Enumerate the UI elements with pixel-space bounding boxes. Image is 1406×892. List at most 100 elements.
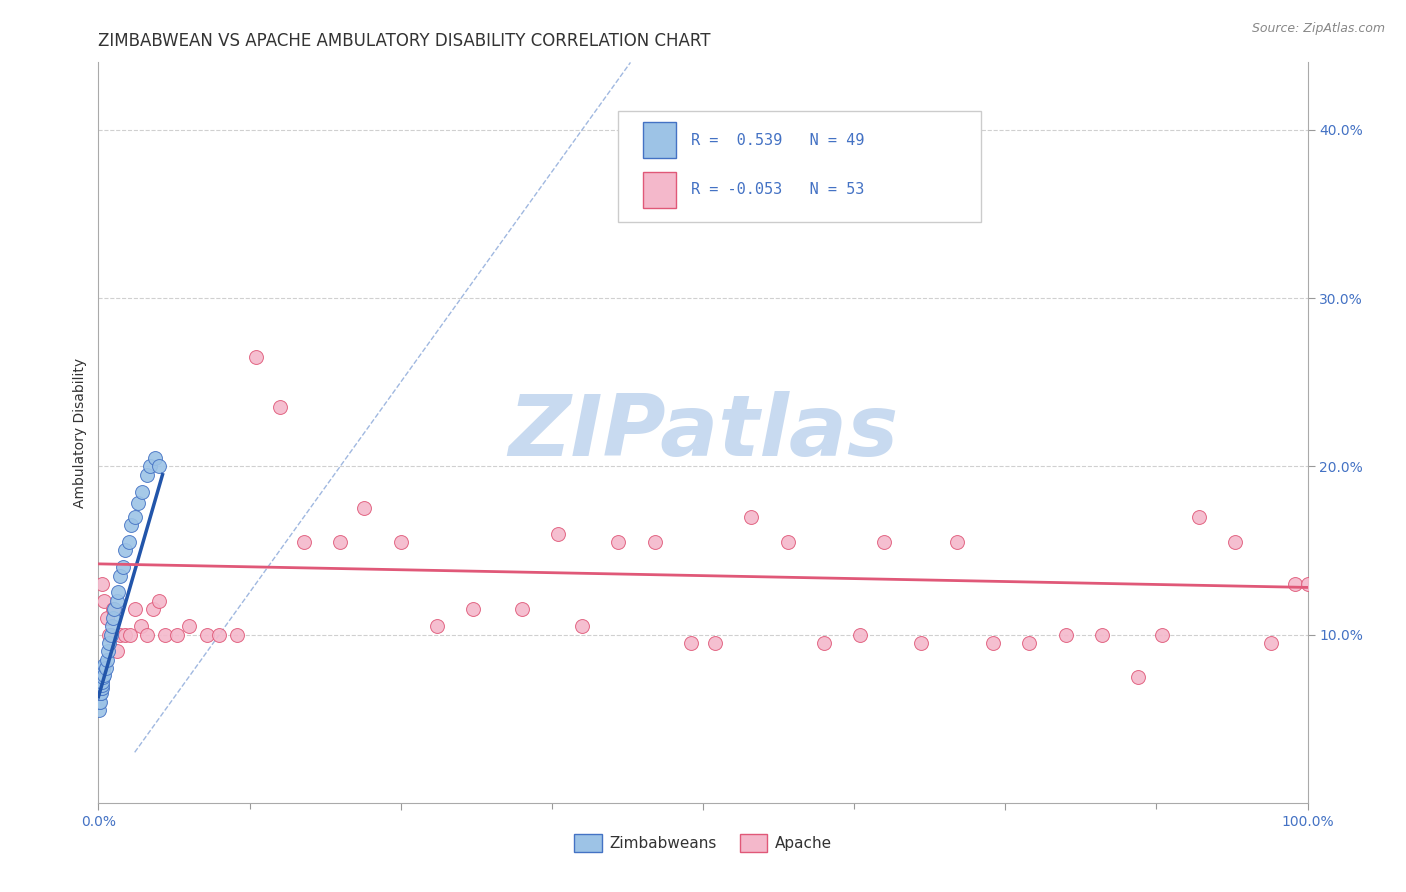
Point [1018, 636, 1040, 650]
Point [1054, 627, 1077, 641]
Text: R = -0.053   N = 53: R = -0.053 N = 53 [690, 182, 865, 197]
Point [1091, 627, 1114, 641]
Point [89, 686, 111, 700]
Point [90, 686, 112, 700]
Point [679, 636, 702, 650]
Point [91, 674, 114, 689]
Point [127, 496, 149, 510]
Point [91, 670, 114, 684]
Point [100, 619, 122, 633]
Point [89, 678, 111, 692]
Point [245, 350, 267, 364]
Y-axis label: Ambulatory Disability: Ambulatory Disability [73, 358, 87, 508]
Point [97, 644, 120, 658]
Text: ZIMBABWEAN VS APACHE AMBULATORY DISABILITY CORRELATION CHART: ZIMBABWEAN VS APACHE AMBULATORY DISABILI… [98, 32, 711, 50]
Point [292, 535, 315, 549]
FancyBboxPatch shape [643, 122, 676, 158]
Point [353, 501, 375, 516]
Point [91, 661, 114, 675]
Point [91, 665, 114, 679]
Point [89, 686, 111, 700]
Point [142, 602, 165, 616]
Point [329, 535, 352, 549]
Point [87, 695, 110, 709]
Point [131, 484, 153, 499]
Point [426, 619, 449, 633]
Point [1128, 670, 1150, 684]
FancyBboxPatch shape [619, 111, 981, 221]
Point [269, 401, 291, 415]
Point [776, 535, 799, 549]
Point [124, 602, 146, 616]
Point [90, 681, 112, 696]
Point [101, 610, 124, 624]
Point [93, 668, 115, 682]
Text: Source: ZipAtlas.com: Source: ZipAtlas.com [1251, 22, 1385, 36]
Point [111, 560, 134, 574]
Point [87, 678, 110, 692]
Point [1284, 577, 1306, 591]
Point [90, 681, 112, 696]
Point [91, 678, 114, 692]
Point [107, 585, 129, 599]
Point [96, 610, 118, 624]
Point [226, 627, 249, 641]
Point [118, 627, 141, 641]
Point [94, 661, 117, 675]
Point [704, 636, 727, 650]
Point [166, 627, 188, 641]
Point [179, 619, 201, 633]
Point [114, 627, 136, 641]
Point [96, 653, 118, 667]
Point [1260, 636, 1282, 650]
Point [1223, 535, 1246, 549]
Point [813, 636, 835, 650]
Point [98, 636, 121, 650]
Point [849, 627, 872, 641]
Point [1296, 577, 1319, 591]
Point [143, 450, 166, 465]
Point [89, 686, 111, 700]
Point [153, 627, 176, 641]
Point [740, 509, 762, 524]
Text: R =  0.539   N = 49: R = 0.539 N = 49 [690, 133, 865, 147]
Point [89, 678, 111, 692]
Point [1188, 509, 1211, 524]
Text: ZIPatlas: ZIPatlas [508, 391, 898, 475]
Point [129, 619, 152, 633]
Point [105, 644, 128, 658]
Point [93, 594, 115, 608]
Point [108, 568, 131, 582]
Point [89, 670, 111, 684]
Point [87, 686, 110, 700]
Point [90, 674, 112, 689]
Point [89, 678, 111, 692]
Point [120, 518, 142, 533]
Point [135, 627, 157, 641]
Point [105, 594, 128, 608]
Point [547, 526, 569, 541]
Point [135, 467, 157, 482]
Point [1152, 627, 1174, 641]
Point [463, 602, 485, 616]
Point [103, 602, 125, 616]
Point [89, 686, 111, 700]
Point [124, 509, 146, 524]
Point [981, 636, 1004, 650]
Point [90, 670, 112, 684]
Point [89, 678, 111, 692]
Point [873, 535, 896, 549]
Point [208, 627, 231, 641]
FancyBboxPatch shape [643, 172, 676, 208]
Point [389, 535, 412, 549]
Point [100, 627, 122, 641]
Point [87, 703, 110, 717]
Point [98, 627, 121, 641]
Point [101, 602, 124, 616]
Point [195, 627, 218, 641]
Point [89, 695, 111, 709]
Point [571, 619, 593, 633]
Point [644, 535, 666, 549]
Point [118, 535, 141, 549]
Legend: Zimbabweans, Apache: Zimbabweans, Apache [568, 829, 838, 858]
